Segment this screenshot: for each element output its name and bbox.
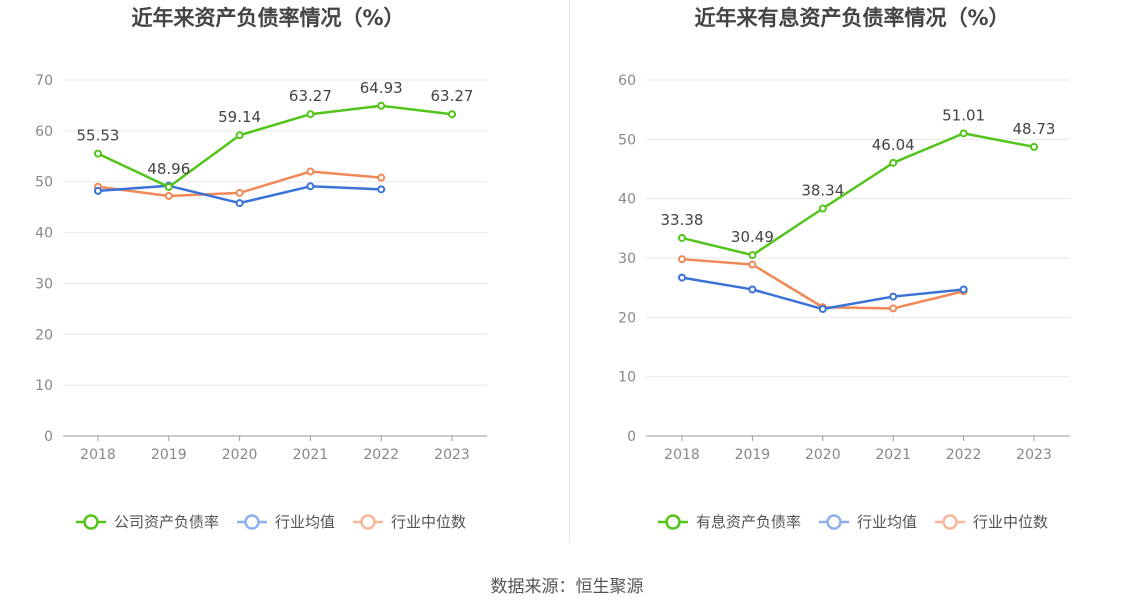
- data-point: [889, 304, 898, 313]
- data-label: 63.27: [289, 87, 332, 105]
- y-tick-label: 20: [35, 327, 53, 343]
- legend-marker: [360, 514, 376, 530]
- legend-marker: [244, 514, 260, 530]
- chart-title: 近年来有息资产负债率情况（%）: [694, 6, 1009, 30]
- data-point: [306, 110, 315, 119]
- y-tick-label: 40: [618, 192, 636, 208]
- data-point: [748, 260, 757, 269]
- x-tick-label: 2018: [80, 447, 116, 463]
- data-point: [889, 158, 898, 167]
- legend-marker: [942, 514, 958, 530]
- data-point: [678, 255, 686, 264]
- legend-item[interactable]: 行业中位数: [935, 513, 1048, 531]
- legend-marker: [665, 514, 681, 530]
- data-point: [1030, 142, 1038, 151]
- data-point: [377, 185, 386, 194]
- x-tick-label: 2019: [735, 447, 771, 463]
- y-tick-label: 10: [618, 370, 636, 386]
- data-label: 33.38: [661, 211, 704, 229]
- legend-item[interactable]: 公司资产负债率: [76, 513, 219, 531]
- legend-item[interactable]: 行业均值: [237, 513, 335, 531]
- data-label: 59.14: [218, 108, 261, 126]
- y-tick-label: 50: [35, 175, 53, 191]
- x-tick-label: 2020: [222, 447, 258, 463]
- data-label: 55.53: [77, 127, 120, 145]
- x-tick-label: 2021: [293, 447, 329, 463]
- data-point: [235, 199, 244, 208]
- y-tick-label: 0: [44, 429, 53, 445]
- data-point: [889, 292, 898, 301]
- data-point: [306, 167, 315, 176]
- data-point: [306, 182, 315, 191]
- data-point: [959, 129, 968, 138]
- y-tick-label: 30: [35, 276, 53, 292]
- y-tick-label: 10: [35, 378, 53, 394]
- data-point: [235, 188, 244, 197]
- data-point: [164, 191, 173, 200]
- y-tick-label: 60: [35, 124, 53, 140]
- left-chart: 近年来资产负债率情况（%） 0 10 20 30 40 50 60 70 2018 2019 2020…: [35, 6, 487, 531]
- y-tick-label: 70: [35, 73, 53, 89]
- y-tick-label: 20: [618, 310, 636, 326]
- legend-marker: [826, 514, 842, 530]
- right-chart: 近年来有息资产负债率情况（%） 0 10 20 30 40 50 60 2018 2019 2020…: [618, 6, 1070, 531]
- series-line: [97, 104, 453, 189]
- data-point: [959, 285, 968, 294]
- data-point: [94, 149, 102, 158]
- data-point: [377, 101, 386, 110]
- data-label: 51.01: [942, 106, 985, 124]
- data-point: [235, 131, 244, 140]
- y-tick-label: 40: [35, 226, 53, 242]
- legend-label: 行业中位数: [973, 513, 1048, 531]
- data-point: [818, 305, 827, 314]
- data-point: [164, 183, 173, 192]
- legend-label: 有息资产负债率: [696, 513, 801, 531]
- source-text: 数据来源：恒生聚源: [491, 577, 644, 597]
- x-tick-label: 2023: [434, 447, 470, 463]
- data-point: [94, 186, 102, 195]
- data-label: 38.34: [801, 182, 844, 200]
- legend-item[interactable]: 行业均值: [819, 513, 917, 531]
- legend-label: 公司资产负债率: [114, 513, 219, 531]
- series-line: [681, 132, 1035, 257]
- legend-item[interactable]: 有息资产负债率: [658, 513, 801, 531]
- legend-label: 行业均值: [857, 513, 917, 531]
- data-point: [678, 273, 686, 282]
- legend-label: 行业均值: [275, 513, 335, 531]
- x-tick-label: 2022: [946, 447, 982, 463]
- legend-marker: [83, 514, 99, 530]
- legend-item[interactable]: 行业中位数: [353, 513, 466, 531]
- y-tick-label: 60: [618, 73, 636, 89]
- y-tick-label: 30: [618, 251, 636, 267]
- data-label: 30.49: [731, 228, 774, 246]
- data-point: [748, 251, 757, 260]
- data-label: 48.73: [1013, 120, 1056, 138]
- x-tick-label: 2023: [1016, 447, 1052, 463]
- data-label: 48.96: [147, 160, 190, 178]
- y-tick-label: 0: [627, 429, 636, 445]
- x-tick-label: 2020: [805, 447, 841, 463]
- y-tick-label: 50: [618, 132, 636, 148]
- chart-title: 近年来资产负债率情况（%）: [131, 6, 404, 30]
- data-point: [377, 173, 386, 182]
- legend-label: 行业中位数: [391, 513, 466, 531]
- x-tick-label: 2019: [151, 447, 187, 463]
- x-tick-label: 2021: [875, 447, 911, 463]
- data-label: 46.04: [872, 136, 915, 154]
- x-tick-label: 2022: [363, 447, 399, 463]
- data-point: [678, 233, 686, 242]
- data-point: [748, 285, 757, 294]
- x-tick-label: 2018: [664, 447, 700, 463]
- data-label: 63.27: [431, 87, 474, 105]
- data-point: [818, 204, 827, 213]
- data-point: [448, 110, 456, 119]
- data-label: 64.93: [360, 79, 403, 97]
